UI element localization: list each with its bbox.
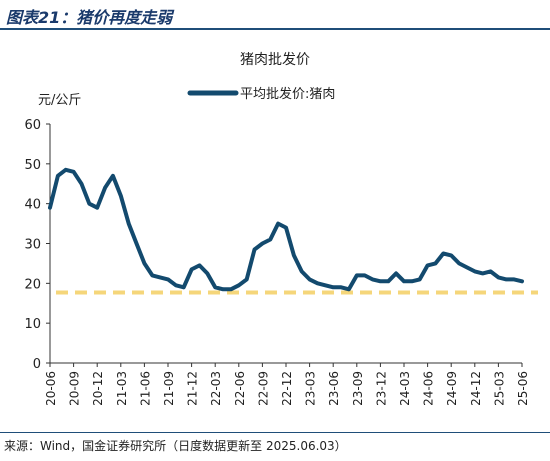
data-point xyxy=(276,222,280,226)
x-tick-label: 24-12 xyxy=(469,371,483,406)
data-point xyxy=(496,275,500,279)
data-point xyxy=(174,283,178,287)
data-point xyxy=(433,261,437,265)
data-point xyxy=(87,202,91,206)
data-point xyxy=(245,277,249,281)
data-point xyxy=(48,206,52,210)
x-tick-label: 22-03 xyxy=(209,371,223,406)
data-point xyxy=(237,283,241,287)
data-point xyxy=(308,277,312,281)
data-point xyxy=(284,226,288,230)
data-point xyxy=(197,263,201,267)
data-point xyxy=(64,168,68,172)
x-tick-label: 21-12 xyxy=(186,371,200,406)
data-point xyxy=(221,287,225,291)
x-tick-label: 21-03 xyxy=(115,371,129,406)
y-tick-label: 20 xyxy=(24,277,41,292)
x-tick-label: 23-12 xyxy=(374,371,388,406)
data-point xyxy=(292,253,296,257)
x-tick-label: 22-06 xyxy=(233,371,247,406)
data-point xyxy=(457,261,461,265)
data-point xyxy=(56,174,60,178)
data-point xyxy=(95,206,99,210)
data-point xyxy=(213,285,217,289)
title-rule xyxy=(0,28,550,30)
data-point xyxy=(378,279,382,283)
data-point xyxy=(229,287,233,291)
data-point xyxy=(260,242,264,245)
x-tick-label: 25-03 xyxy=(492,371,506,406)
legend-label: 平均批发价:猪肉 xyxy=(240,86,335,102)
x-tick-label: 20-12 xyxy=(91,371,105,406)
data-point xyxy=(166,277,170,281)
data-point xyxy=(418,277,422,281)
data-point xyxy=(504,277,508,281)
data-point xyxy=(79,182,83,186)
x-tick-label: 23-03 xyxy=(304,371,318,406)
y-tick-label: 50 xyxy=(24,158,41,173)
x-tick-label: 22-09 xyxy=(256,371,270,406)
x-tick-label: 20-09 xyxy=(68,371,82,406)
data-point xyxy=(426,263,430,267)
data-point xyxy=(315,281,319,285)
data-point xyxy=(323,283,327,287)
source-note: 来源：Wind，国金证券研究所（日度数据更新至 2025.06.03） xyxy=(4,439,347,453)
chart-title: 猪肉批发价 xyxy=(240,52,310,68)
x-tick-label: 20-06 xyxy=(44,371,58,406)
x-tick-label: 21-09 xyxy=(162,371,176,406)
data-point xyxy=(489,269,493,273)
data-point xyxy=(142,261,146,265)
series-line-pork-wholesale xyxy=(48,167,524,292)
data-point xyxy=(150,273,154,277)
x-tick-label: 22-12 xyxy=(280,371,294,406)
data-point xyxy=(512,277,516,281)
figure-title: 图表21：猪价再度走弱 xyxy=(6,8,173,27)
data-point xyxy=(182,285,186,289)
data-point xyxy=(300,269,304,273)
data-point xyxy=(347,287,351,291)
data-point xyxy=(268,238,272,242)
data-point xyxy=(111,174,115,178)
y-tick-label: 10 xyxy=(24,317,41,332)
data-point xyxy=(253,247,257,251)
data-point xyxy=(473,269,477,273)
data-point xyxy=(339,285,343,289)
data-point xyxy=(103,186,107,190)
data-point xyxy=(465,265,469,269)
data-point xyxy=(331,285,335,289)
x-tick-label: 25-06 xyxy=(516,371,530,406)
data-point xyxy=(72,170,76,174)
data-point xyxy=(119,194,123,198)
y-tick-label: 0 xyxy=(33,357,41,372)
data-point xyxy=(394,271,398,275)
data-point xyxy=(205,271,209,275)
data-point xyxy=(441,251,445,255)
x-tick-label: 23-06 xyxy=(327,371,341,406)
y-tick-label: 30 xyxy=(24,238,41,253)
data-point xyxy=(371,277,375,281)
data-point xyxy=(402,279,406,283)
data-point xyxy=(135,242,139,245)
x-tick-label: 23-09 xyxy=(351,371,365,406)
data-point xyxy=(190,267,194,271)
y-tick-label: 40 xyxy=(24,198,41,213)
data-point xyxy=(363,273,367,277)
data-point xyxy=(410,279,414,283)
y-tick-label: 60 xyxy=(24,118,41,133)
x-tick-label: 24-03 xyxy=(398,371,412,406)
x-tick-label: 24-09 xyxy=(445,371,459,406)
x-tick-label: 24-06 xyxy=(422,371,436,406)
data-point xyxy=(449,253,453,257)
figure-header: 图表21：猪价再度走弱 xyxy=(0,0,550,30)
x-tick-label: 21-06 xyxy=(138,371,152,406)
source-rule xyxy=(0,432,550,433)
data-point xyxy=(520,279,524,283)
data-point xyxy=(127,222,131,226)
data-point xyxy=(386,279,390,283)
data-point xyxy=(481,271,485,275)
data-point xyxy=(158,275,162,279)
data-point xyxy=(355,273,359,277)
y-axis-unit-label: 元/公斤 xyxy=(38,93,81,108)
